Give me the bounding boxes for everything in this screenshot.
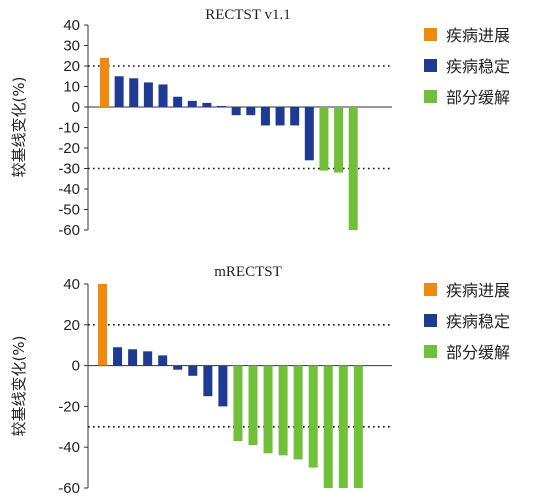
y-tick-label: -60 xyxy=(58,480,80,497)
bar xyxy=(187,100,197,107)
bar xyxy=(275,107,285,126)
chart-title: mRECTST xyxy=(214,264,282,280)
legend-swatch-progression xyxy=(424,283,437,296)
y-tick-label: 20 xyxy=(63,317,80,334)
bar xyxy=(217,105,227,107)
y-tick-label: 20 xyxy=(63,58,80,75)
bar xyxy=(248,365,258,446)
y-tick-label: -10 xyxy=(58,120,80,137)
bar xyxy=(114,76,124,107)
bar xyxy=(348,107,358,230)
bar xyxy=(173,96,183,107)
bar xyxy=(293,365,303,460)
bar xyxy=(143,351,153,366)
y-tick-label: -50 xyxy=(58,202,80,219)
legend-swatch-stable xyxy=(424,59,437,72)
bar xyxy=(158,84,168,107)
y-tick-label: 0 xyxy=(72,358,80,375)
bar xyxy=(246,107,256,116)
bar xyxy=(98,284,107,366)
bar xyxy=(304,107,314,161)
bar xyxy=(334,107,344,173)
legend-label-stable: 疾病稳定 xyxy=(446,57,510,76)
legend-swatch-progression xyxy=(424,28,437,41)
bar xyxy=(319,107,329,171)
bar xyxy=(188,365,198,376)
legend-label-progression: 疾病进展 xyxy=(446,26,510,45)
bar xyxy=(218,365,228,407)
y-tick-label: -40 xyxy=(58,181,80,198)
chart-panel-1: RECTST v1.1 40 30 20 10 0 -10 -20 -30 -40 -50 -60 较基… xyxy=(10,7,510,239)
bar xyxy=(308,365,318,468)
bar xyxy=(231,107,241,116)
bar xyxy=(353,365,363,488)
legend-swatch-response xyxy=(424,345,437,358)
bar xyxy=(290,107,300,126)
bar xyxy=(129,78,139,107)
chart-title: RECTST v1.1 xyxy=(205,7,291,23)
bar xyxy=(323,365,333,488)
y-tick-label: -40 xyxy=(58,439,80,456)
y-axis-label: 较基线变化(%) xyxy=(10,336,28,437)
bar xyxy=(260,107,270,126)
legend-label-progression: 疾病进展 xyxy=(446,281,510,300)
y-tick-label: -20 xyxy=(58,140,80,157)
bar xyxy=(143,82,153,107)
bar xyxy=(203,365,213,397)
y-tick-label: 0 xyxy=(72,99,80,116)
y-tick-label: 10 xyxy=(63,79,80,96)
bar xyxy=(158,355,168,366)
y-tick-label: -30 xyxy=(58,161,80,178)
legend-swatch-response xyxy=(424,90,437,103)
legend-label-response: 部分缓解 xyxy=(446,343,510,362)
legend-swatch-stable xyxy=(424,314,437,327)
y-tick-label: -60 xyxy=(58,222,80,239)
legend-label-stable: 疾病稳定 xyxy=(446,312,510,331)
bar xyxy=(263,365,273,454)
y-tick-label: 30 xyxy=(63,38,80,55)
bar xyxy=(100,57,109,107)
bar xyxy=(128,349,138,366)
y-tick-label: 40 xyxy=(63,276,80,293)
bar xyxy=(278,365,288,456)
bar xyxy=(202,102,212,107)
bar xyxy=(113,347,123,366)
y-tick-label: 40 xyxy=(63,17,80,34)
bar xyxy=(233,365,243,442)
y-axis-label: 较基线变化(%) xyxy=(10,77,28,178)
y-tick-label: -20 xyxy=(58,398,80,415)
bar xyxy=(173,365,183,370)
bar xyxy=(338,365,348,488)
chart-panel-2: mRECTST 40 20 0 -20 -40 -60 较基线变化(%) 疾病进展疾病稳定部分缓… xyxy=(10,264,510,497)
legend-label-response: 部分缓解 xyxy=(446,88,510,107)
